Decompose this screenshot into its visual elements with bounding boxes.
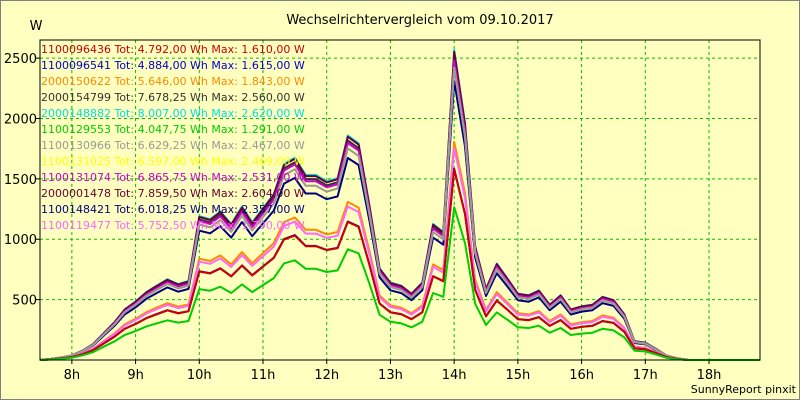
legend-entry-1100148421: 1100148421 Tot: 6.018,25 Wh Max: 2.357,0…: [41, 203, 305, 216]
x-tick-label-9: 17h: [633, 368, 658, 383]
x-tick-label-4: 12h: [314, 368, 339, 383]
series-line-1100096436: [39, 168, 760, 361]
y-tick-label-1: 1000: [4, 233, 37, 248]
y-tick-label-2: 1500: [4, 173, 37, 188]
series-lines: [39, 48, 760, 361]
legend-entry-1100096541: 1100096541 Tot: 4.884,00 Wh Max: 1.615,0…: [41, 59, 305, 72]
legend-entry-2000154799: 2000154799 Tot: 7.678,25 Wh Max: 2.560,0…: [41, 91, 305, 104]
y-axis-label: W: [30, 19, 43, 34]
plot-area-border: [39, 39, 761, 361]
series-line-1100119477: [39, 147, 760, 361]
legend-entry-1100129553: 1100129553 Tot: 4.047,75 Wh Max: 1.291,0…: [41, 123, 305, 136]
y-tick-label-3: 2000: [4, 112, 37, 127]
footer-credit: SunnyReport pinxit: [691, 383, 797, 396]
x-tick-label-8: 16h: [569, 368, 594, 383]
y-tick-label-4: 2500: [4, 52, 37, 67]
legend-entry-2000148882: 2000148882 Tot: 8.007,00 Wh Max: 2.620,0…: [41, 107, 305, 120]
x-tick-label-5: 13h: [378, 368, 403, 383]
legend: 1100096436 Tot: 4.792,00 Wh Max: 1.610,0…: [41, 43, 305, 232]
x-tick-label-1: 9h: [127, 368, 144, 383]
legend-entry-2000001478: 2000001478 Tot: 7.859,50 Wh Max: 2.604,0…: [41, 187, 305, 200]
y-tick-label-0: 500: [12, 294, 37, 309]
legend-entry-1100130966: 1100130966 Tot: 6.629,25 Wh Max: 2.467,0…: [41, 139, 305, 152]
series-line-1100129553: [39, 206, 760, 361]
legend-entry-1100096436: 1100096436 Tot: 4.792,00 Wh Max: 1.610,0…: [41, 43, 305, 56]
x-tick-label-3: 11h: [251, 368, 276, 383]
x-tick-label-2: 10h: [187, 368, 212, 383]
chart-title: Wechselrichtervergleich vom 09.10.2017: [286, 13, 553, 28]
legend-entry-1100131074: 1100131074 Tot: 6.865,75 Wh Max: 2.531,0…: [41, 171, 305, 184]
x-axis-ticks: 8h 9h 10h 11h 12h 13h 14h 15h 16h 17h 18h: [64, 360, 722, 383]
legend-entry-1100131025: 1100131025 Tot: 6.597,00 Wh Max: 2.469,0…: [41, 155, 305, 168]
y-axis-ticks: 500 1000 1500 2000 2500: [4, 52, 40, 309]
legend-entry-1100119477: 1100119477 Tot: 5.752,50 Wh Max: 1.790,0…: [41, 219, 305, 232]
x-tick-label-7: 15h: [505, 368, 530, 383]
legend-entry-2000150622: 2000150622 Tot: 5.646,00 Wh Max: 1.843,0…: [41, 75, 305, 88]
x-tick-label-0: 8h: [64, 368, 81, 383]
x-tick-label-6: 14h: [442, 368, 467, 383]
x-tick-label-10: 18h: [697, 368, 722, 383]
series-line-1100130966: [39, 67, 760, 361]
